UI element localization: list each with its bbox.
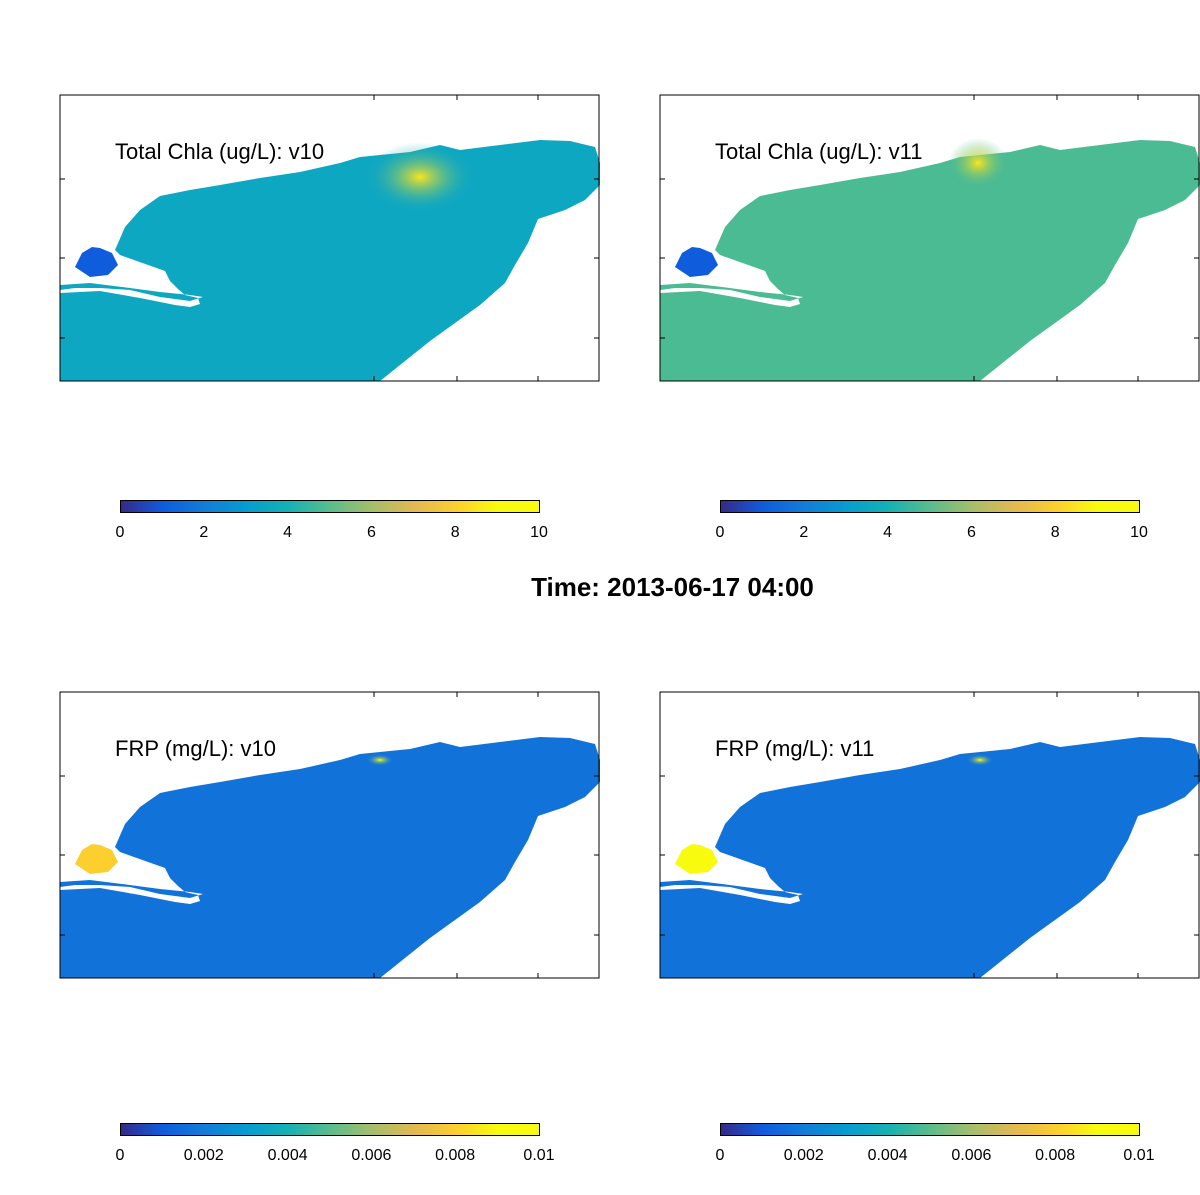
panel-title: Total Chla (ug/L): v11 xyxy=(715,139,923,164)
colorbar-tick-label: 0.002 xyxy=(183,1147,224,1164)
colorbar-tick-label: 0.002 xyxy=(783,1147,824,1164)
west-basin-field xyxy=(75,844,118,874)
axes-box xyxy=(659,94,1200,382)
colorbar-gradient xyxy=(720,500,1140,513)
colorbar-tick-label: 0.006 xyxy=(351,1147,392,1164)
colorbar-chla-v11: 0 2 4 6 8 10 xyxy=(716,500,1148,560)
colorbar-tick-label: 4 xyxy=(283,524,293,541)
colorbar-tick-label: 0 xyxy=(715,524,725,541)
map-frp-v10 xyxy=(59,691,600,979)
lake-field xyxy=(660,140,1200,381)
colorbar-chla-v10: 0 2 4 6 8 10 xyxy=(116,500,548,560)
colorbar-tick-label: 0.01 xyxy=(1123,1147,1155,1164)
lake-field xyxy=(60,737,600,978)
colorbar-frp-v10: 0 0.002 0.004 0.006 0.008 0.01 xyxy=(116,1123,555,1183)
hotspot xyxy=(366,754,394,766)
colorbar-tick-label: 0.008 xyxy=(1035,1147,1076,1164)
colorbar-gradient xyxy=(720,1123,1140,1136)
colorbar-gradient xyxy=(120,1123,540,1136)
colorbar-tick-label: 2 xyxy=(199,524,209,541)
lake-field xyxy=(660,737,1200,978)
colorbar-tick-label: 0.004 xyxy=(267,1147,308,1164)
panel-frp-v10: FRP (mg/L): v10 xyxy=(59,691,600,979)
map-chla-v11 xyxy=(659,94,1200,382)
map-frp-v11 xyxy=(659,691,1200,979)
west-basin-field xyxy=(675,247,718,277)
hotspot xyxy=(966,754,994,766)
panel-title: FRP (mg/L): v10 xyxy=(115,736,276,761)
west-basin-field xyxy=(75,247,118,277)
panel-title: Total Chla (ug/L): v10 xyxy=(115,139,325,164)
colorbar-tick-label: 6 xyxy=(366,524,376,541)
colorbar-tick-label: 8 xyxy=(1050,524,1060,541)
colorbar-tick-label: 6 xyxy=(966,524,976,541)
axes-box xyxy=(659,691,1200,979)
west-basin-field xyxy=(675,844,718,874)
colorbar-tick-label: 0.01 xyxy=(523,1147,555,1164)
colorbar-tick-label: 8 xyxy=(450,524,460,541)
map-chla-v10 xyxy=(59,94,600,382)
panel-title: FRP (mg/L): v11 xyxy=(715,736,875,761)
colorbar-tick-label: 0.006 xyxy=(951,1147,992,1164)
colorbar-tick-label: 4 xyxy=(883,524,893,541)
colorbar-tick-label: 0 xyxy=(715,1147,725,1164)
colorbar-tick-label: 0 xyxy=(115,524,125,541)
panel-chla-v11: Total Chla (ug/L): v11 xyxy=(659,94,1200,382)
lake-field xyxy=(60,140,600,381)
colorbar-gradient xyxy=(120,500,540,513)
hotspot xyxy=(948,138,1008,188)
colorbar-frp-v11: 0 0.002 0.004 0.006 0.008 0.01 xyxy=(716,1123,1155,1183)
figure-suptitle: Time: 2013-06-17 04:00 xyxy=(531,572,814,602)
panel-chla-v10: Total Chla (ug/L): v10 xyxy=(59,94,600,382)
colorbar-tick-label: 0 xyxy=(115,1147,125,1164)
colorbar-tick-label: 0.008 xyxy=(435,1147,476,1164)
panel-frp-v11: FRP (mg/L): v11 xyxy=(659,691,1200,979)
colorbar-tick-label: 2 xyxy=(799,524,809,541)
hotspot xyxy=(365,142,475,212)
colorbar-tick-label: 0.004 xyxy=(867,1147,908,1164)
colorbar-tick-label: 10 xyxy=(1130,524,1148,541)
colorbar-tick-label: 10 xyxy=(530,524,548,541)
axes-box xyxy=(59,691,600,979)
axes-box xyxy=(59,94,600,382)
